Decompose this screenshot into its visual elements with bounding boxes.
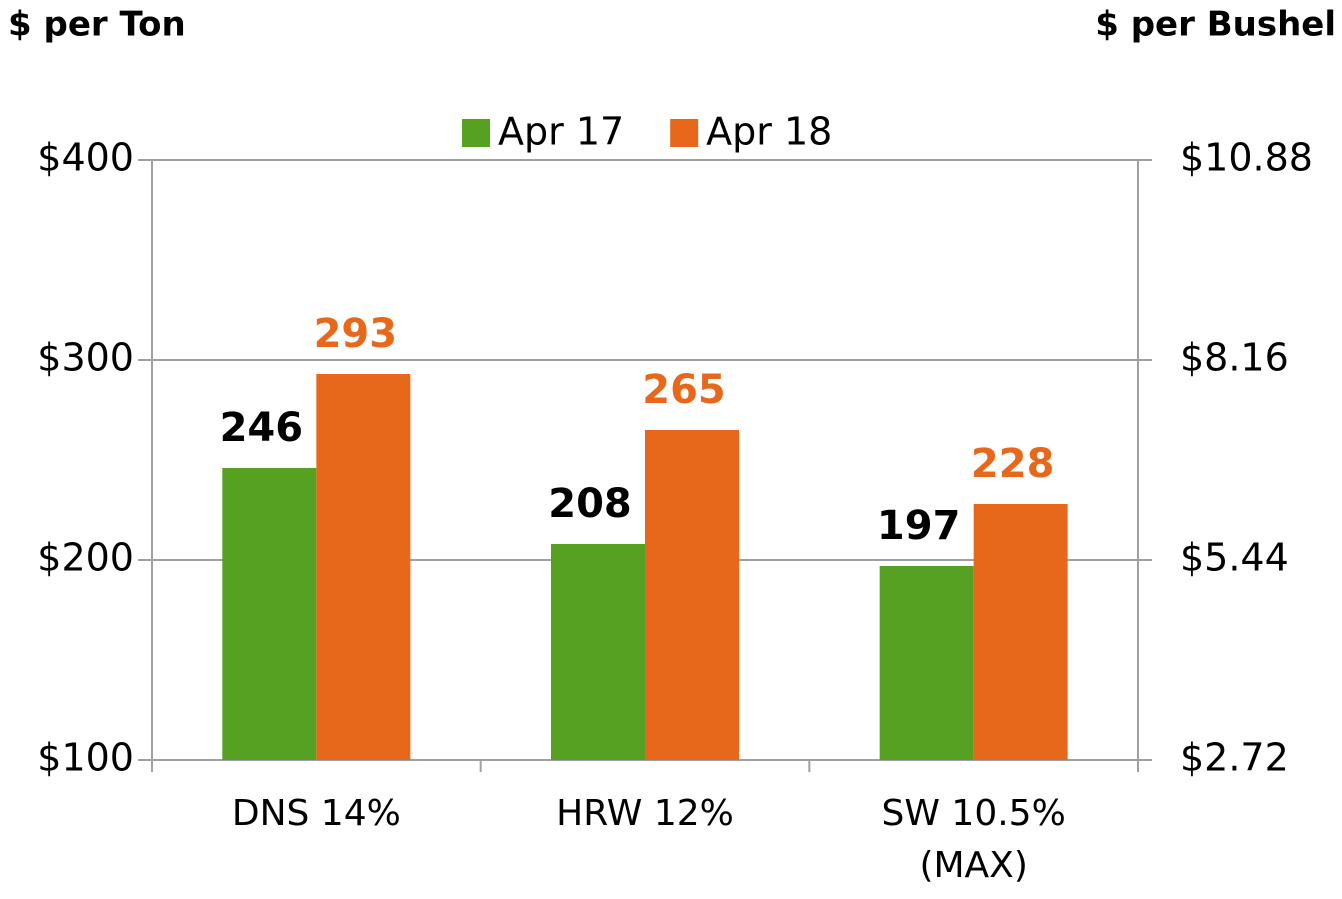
value-label: 197	[877, 503, 961, 549]
value-label: 246	[220, 405, 304, 451]
legend-label: Apr 18	[706, 110, 832, 154]
bar	[222, 468, 317, 760]
legend-swatch	[670, 119, 699, 147]
y2-tick-label: $2.72	[1180, 736, 1289, 780]
y2-tick-label: $5.44	[1180, 536, 1289, 580]
y-tick-label: $400	[37, 136, 134, 180]
x-tick-label: DNS 14%	[232, 793, 401, 834]
bar	[316, 374, 411, 760]
bar	[973, 504, 1068, 760]
x-tick-label: HRW 12%	[556, 793, 734, 834]
bar	[645, 430, 739, 760]
y2-axis-title: $ per Bushel	[1095, 5, 1336, 45]
y-tick-label: $100	[37, 736, 134, 780]
legend-label: Apr 17	[498, 110, 624, 154]
value-label: 228	[971, 441, 1055, 487]
y-axis-title: $ per Ton	[8, 5, 186, 45]
value-label: 208	[548, 481, 632, 527]
value-label: 293	[314, 311, 398, 357]
y2-tick-label: $8.16	[1180, 336, 1289, 380]
y-tick-label: $300	[37, 336, 134, 380]
value-label: 265	[642, 367, 726, 413]
y-tick-label: $200	[37, 536, 134, 580]
bar	[879, 566, 974, 760]
legend-swatch	[462, 119, 490, 147]
x-tick-label: SW 10.5% (MAX)	[882, 793, 1066, 886]
y2-tick-label: $10.88	[1180, 136, 1313, 180]
bar	[551, 544, 645, 760]
